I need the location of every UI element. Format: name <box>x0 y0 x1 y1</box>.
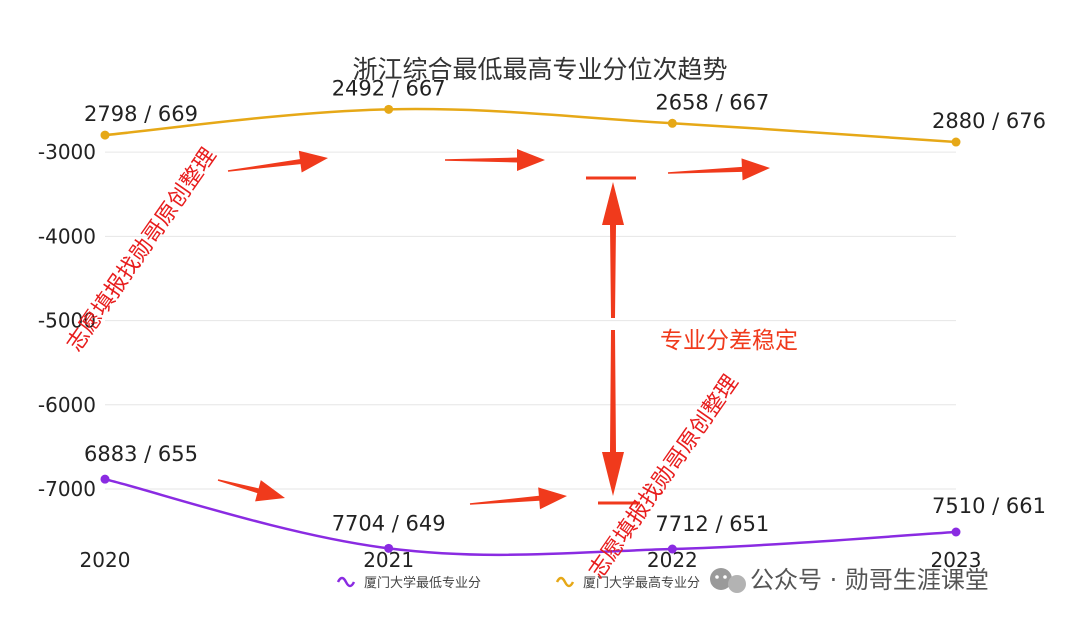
spread-arrow-up <box>602 182 624 318</box>
arrow <box>469 487 568 510</box>
arrow <box>667 158 770 181</box>
annotation-label: 专业分差稳定 <box>660 328 798 354</box>
data-point <box>100 474 110 484</box>
legend-swatch <box>336 576 356 588</box>
data-label: 2880 / 676 <box>932 109 1046 133</box>
legend-swatch <box>555 576 575 588</box>
data-label: 7510 / 661 <box>932 494 1046 518</box>
data-point <box>951 527 961 537</box>
data-label: 2798 / 669 <box>84 102 198 126</box>
data-point <box>384 104 394 114</box>
data-point <box>667 544 677 554</box>
grid <box>105 151 956 490</box>
y-axis: -3000 -4000 -5000 -6000 -7000 <box>38 140 96 501</box>
y-tick-label: -7000 <box>38 477 96 501</box>
data-label: 7712 / 651 <box>655 512 769 536</box>
spread-arrow-down <box>602 330 624 496</box>
data-label: 2492 / 667 <box>332 76 446 100</box>
wechat-icon <box>710 568 746 593</box>
x-tick-label: 2023 <box>931 548 982 572</box>
data-point <box>951 137 961 147</box>
watermark: 志愿填报找勋哥原创整理 <box>62 144 221 357</box>
series-group: 6883 / 655 7704 / 649 7712 / 651 7510 / 661… <box>84 76 1046 557</box>
legend: 厦门大学最低专业分 厦门大学最高专业分 <box>336 575 700 591</box>
x-tick-label: 2020 <box>80 548 131 572</box>
series-line <box>104 477 957 557</box>
data-point <box>100 130 110 140</box>
annotation-arrows <box>217 149 770 510</box>
legend-label: 厦门大学最高专业分 <box>583 575 700 591</box>
footer-brand: 公众号 · 勋哥生涯课堂 <box>750 566 989 594</box>
y-tick-label: -6000 <box>38 393 96 417</box>
footer: 公众号 · 勋哥生涯课堂 <box>710 566 989 594</box>
data-point <box>384 543 394 553</box>
chart-title: 浙江综合最低最高专业分位次趋势 <box>352 55 727 84</box>
data-label: 2658 / 667 <box>655 90 769 114</box>
y-tick-label: -4000 <box>38 224 96 248</box>
y-tick-label: -5000 <box>38 309 96 333</box>
data-label: 6883 / 655 <box>84 442 198 466</box>
arrow <box>445 149 545 171</box>
legend-label: 厦门大学最低专业分 <box>364 575 481 591</box>
data-label: 7704 / 649 <box>332 511 446 535</box>
arrow <box>227 150 329 173</box>
arrow <box>217 479 285 502</box>
series-line <box>104 107 957 144</box>
y-tick-label: -3000 <box>38 140 96 164</box>
data-point <box>667 118 677 128</box>
